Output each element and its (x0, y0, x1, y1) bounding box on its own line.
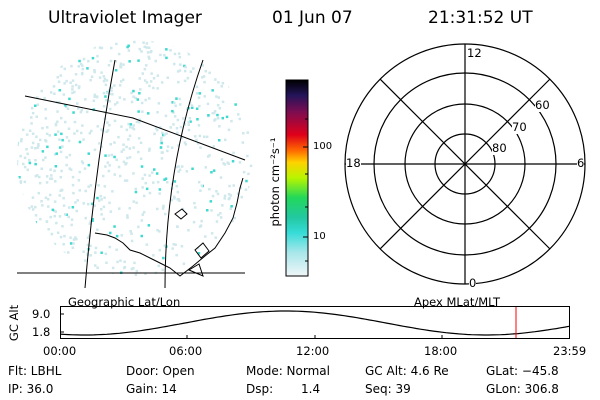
altitude-ytick-9: 9.0 (32, 307, 51, 321)
map-gridlines (17, 59, 246, 288)
mlt-label-12: 12 (467, 46, 482, 60)
coastline (94, 177, 244, 277)
date-label: 01 Jun 07 (272, 8, 353, 28)
colorbar-tick-10: 10 (313, 231, 326, 242)
geographic-image (17, 40, 253, 288)
colorbar-ticks (303, 118, 308, 262)
altitude-plot (60, 306, 570, 339)
geographic-panel-label: Geographic Lat/Lon (68, 295, 181, 309)
xtick-1800: 18:00 (424, 344, 458, 358)
gc-altitude: GC Alt: 4.6 Re (365, 364, 449, 378)
altitude-curve (60, 310, 570, 336)
colorbar (285, 79, 309, 277)
mlat-label-70: 70 (512, 120, 527, 134)
xtick-0000: 00:00 (43, 344, 77, 358)
geographic-longitude: GLon: 306.8 (486, 382, 559, 396)
xtick-2359: 23:59 (553, 344, 587, 358)
altitude-ytick-1.8: 1.8 (32, 325, 51, 339)
emission-speckle (17, 40, 253, 276)
flight-filter: Flt: LBHL (8, 364, 62, 378)
time-label: 21:31:52 UT (428, 8, 533, 28)
app-title: Ultraviolet Imager (48, 8, 202, 28)
mlt-label-6: 6 (577, 156, 585, 170)
dsp-value: 1.4 (301, 382, 321, 396)
xtick-1200: 12:00 (296, 344, 330, 358)
mlt-label-18: 18 (346, 156, 361, 170)
xtick-0600: 06:00 (169, 344, 203, 358)
mlat-label-60: 60 (535, 98, 550, 112)
mode-value: Mode: Normal (246, 364, 330, 378)
altitude-ylabel: GC Alt (7, 304, 21, 342)
polar-panel-label: Apex MLat/MLT (414, 295, 501, 309)
colorbar-unit-label: photon cm⁻²s⁻¹ (268, 137, 282, 227)
geographic-latitude: GLat: −45.8 (486, 364, 559, 378)
dsp-label: Dsp: (246, 382, 274, 396)
ip-value: IP: 36.0 (8, 382, 54, 396)
polar-plot (344, 43, 586, 285)
mlat-label-80: 80 (492, 141, 507, 155)
mlt-label-0: 0 (469, 276, 477, 290)
door-status: Door: Open (126, 364, 195, 378)
colorbar-tick-100: 100 (313, 141, 333, 152)
sequence-number: Seq: 39 (365, 382, 411, 396)
gain-value: Gain: 14 (126, 382, 177, 396)
